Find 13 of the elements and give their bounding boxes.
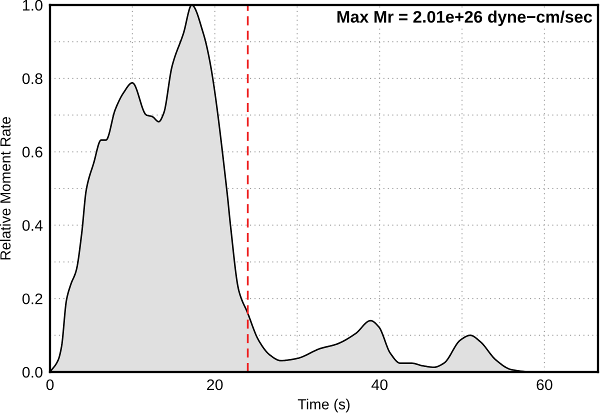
y-tick-label: 0.4 [22, 220, 43, 231]
y-axis-title: Relative Moment Rate [0, 117, 11, 260]
x-axis-title: Time (s) [298, 398, 350, 412]
y-tick-label: 0.0 [22, 366, 42, 378]
y-tick-label: 0.8 [22, 73, 42, 84]
x-tick-label: 0 [46, 379, 54, 390]
annotation: Max Mr = 2.01e+26 dyne−cm/sec [337, 10, 592, 26]
x-tick-label: 20 [207, 379, 223, 390]
y-tick-label: 1.0 [22, 0, 42, 11]
y-tick-label: 0.6 [22, 146, 42, 158]
x-tick-label: 40 [371, 379, 388, 390]
x-tick-label: 60 [536, 379, 552, 390]
y-tick-label: 0.2 [22, 293, 42, 304]
